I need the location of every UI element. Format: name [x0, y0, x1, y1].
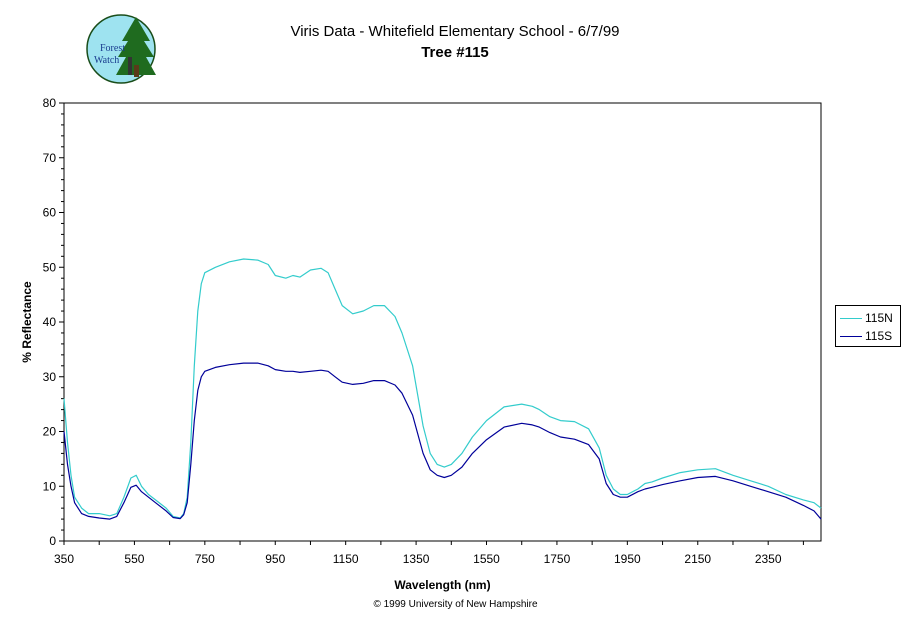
chart-title: Viris Data - Whitefield Elementary Schoo… — [290, 23, 620, 40]
logo-text-watch: Watch — [94, 55, 119, 66]
forest-watch-logo: Forest Watch — [86, 14, 156, 84]
y-tick-label: 40 — [43, 315, 57, 329]
y-tick-label: 60 — [43, 206, 57, 220]
x-tick-label: 350 — [54, 552, 74, 566]
x-tick-label: 750 — [195, 552, 215, 566]
tree-logo-icon — [116, 17, 156, 77]
legend-label-115N: 115N — [865, 311, 893, 325]
legend-item-115N: 115N — [840, 310, 893, 326]
legend-swatch-115N — [840, 317, 862, 319]
y-tick-label: 0 — [49, 534, 56, 548]
y-axis-label: % Reflectance — [20, 281, 34, 363]
x-tick-label: 2350 — [755, 552, 782, 566]
y-tick-label: 80 — [43, 96, 57, 110]
series-line-115N — [63, 258, 822, 519]
copyright-text: © 1999 University of New Hampshire — [373, 599, 538, 610]
legend: 115N 115S — [835, 305, 901, 347]
y-tick-label: 70 — [43, 151, 57, 165]
chart-subtitle: Tree #115 — [421, 44, 489, 61]
legend-item-115S: 115S — [840, 328, 892, 344]
series-line-115S — [63, 362, 822, 520]
x-tick-label: 2150 — [684, 552, 711, 566]
x-tick-label: 950 — [265, 552, 285, 566]
x-tick-label: 1950 — [614, 552, 641, 566]
x-tick-label: 1150 — [333, 552, 359, 566]
y-tick-label: 30 — [43, 370, 57, 384]
x-tick-label: 1350 — [403, 552, 430, 566]
x-axis-label: Wavelength (nm) — [394, 578, 490, 592]
y-tick-label: 10 — [43, 479, 57, 493]
y-tick-label: 50 — [43, 260, 57, 274]
plot-area — [63, 102, 822, 542]
legend-swatch-115S — [840, 335, 862, 337]
x-tick-label: 550 — [124, 552, 144, 566]
logo-text-forest: Forest — [100, 43, 125, 54]
legend-label-115S: 115S — [865, 329, 893, 343]
x-tick-label: 1750 — [544, 552, 571, 566]
y-tick-label: 20 — [43, 425, 57, 439]
x-tick-label: 1550 — [473, 552, 500, 566]
